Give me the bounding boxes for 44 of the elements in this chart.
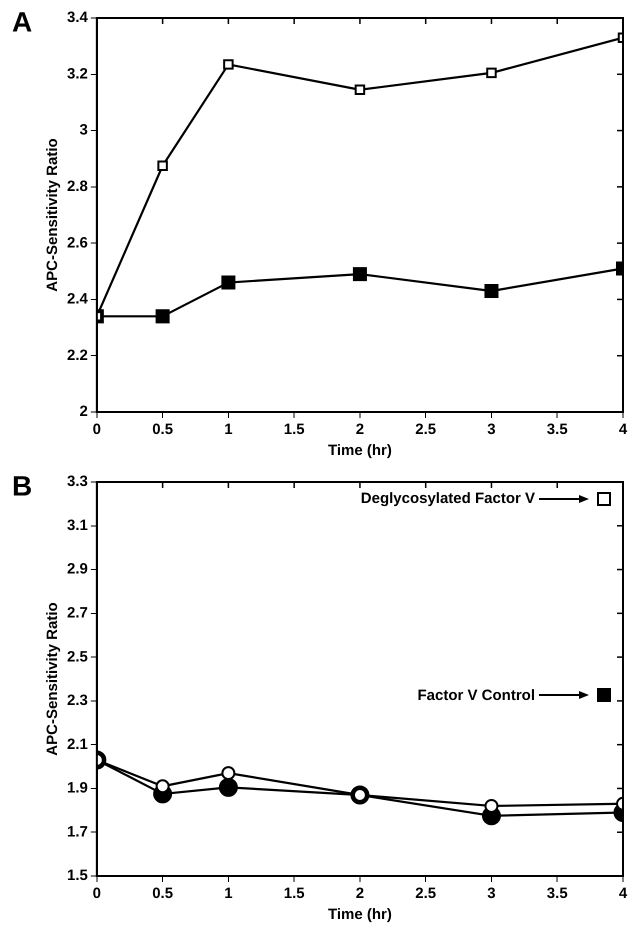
x-tick-label: 4 (618, 885, 628, 902)
y-tick-label: 3 (80, 122, 88, 139)
y-tick-label: 1.9 (66, 780, 88, 797)
x-tick-label: 1 (224, 885, 233, 902)
x-tick-label: 3.5 (546, 885, 568, 902)
x-tick-label: 1 (224, 421, 233, 438)
y-tick-label: 2.1 (66, 736, 88, 753)
y-tick-label: 2.3 (66, 692, 88, 710)
x-axis-title: Time (hr) (328, 442, 392, 460)
x-tick-label: 2 (356, 421, 364, 438)
y-tick-label: 2.5 (66, 648, 88, 666)
y-tick-label: 2 (80, 403, 88, 420)
x-tick-label: 3 (487, 885, 496, 902)
y-tick-label: 1.5 (66, 867, 88, 884)
y-tick-label: 2.8 (66, 178, 88, 195)
x-tick-label: 2 (356, 885, 364, 902)
y-tick-label: 2.7 (66, 604, 88, 622)
y-tick-label: 3.1 (66, 516, 88, 534)
x-tick-label: 0.5 (152, 885, 174, 902)
x-tick-label: 1.5 (284, 885, 305, 902)
annotation: Deglycosylated Factor V (360, 490, 535, 507)
x-tick-label: 1.5 (284, 421, 305, 438)
y-tick-label: 2.4 (66, 290, 88, 308)
y-axis-title: APC-Sensitivity Ratio (44, 138, 62, 292)
annotation: Factor V Control (417, 686, 535, 704)
x-tick-label: 0 (92, 421, 102, 438)
chart-title: B (12, 470, 32, 502)
x-axis-title: Time (hr) (328, 906, 392, 924)
x-tick-label: 0 (92, 885, 102, 902)
chart-title: A (12, 6, 32, 38)
y-axis-title: APC-Sensitivity Ratio (44, 602, 62, 756)
x-tick-label: 4 (618, 421, 628, 438)
x-tick-label: 3.5 (546, 421, 568, 438)
x-tick-label: 3 (487, 421, 496, 438)
y-tick-label: 2.9 (66, 560, 88, 578)
y-tick-label: 1.7 (66, 823, 88, 840)
x-tick-label: 0.5 (152, 421, 174, 438)
y-tick-label: 2.6 (66, 234, 88, 252)
y-tick-label: 3.3 (66, 473, 88, 490)
y-tick-label: 2.2 (66, 346, 88, 364)
x-tick-label: 2.5 (415, 421, 436, 438)
y-tick-label: 3.2 (66, 65, 88, 82)
x-tick-label: 2.5 (415, 885, 436, 902)
y-tick-label: 3.4 (66, 9, 88, 26)
